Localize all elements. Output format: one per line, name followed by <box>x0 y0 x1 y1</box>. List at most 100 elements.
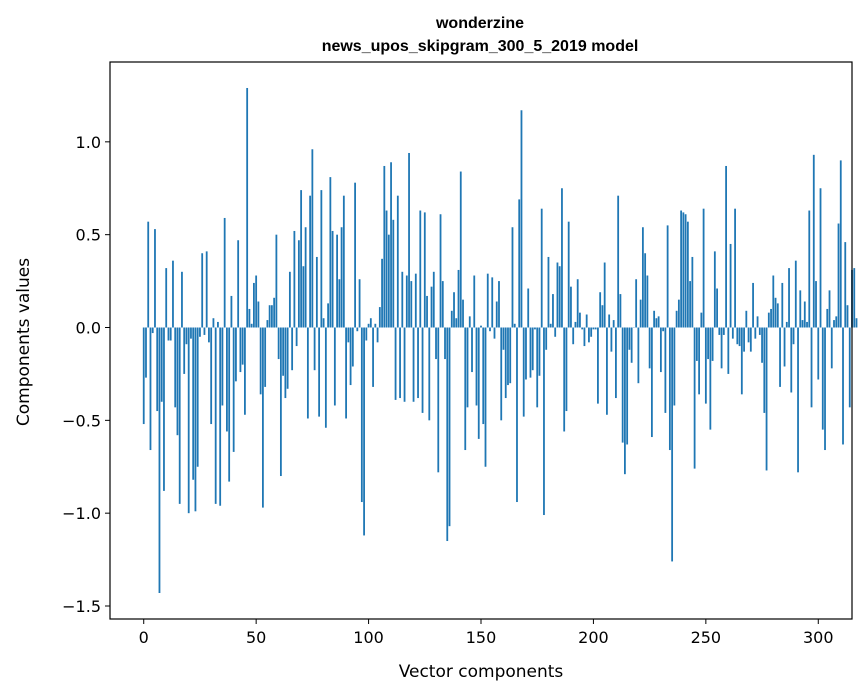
bar <box>702 208 705 328</box>
bar <box>846 305 849 328</box>
bar <box>428 327 431 421</box>
bar <box>396 195 399 328</box>
bar <box>223 217 226 328</box>
bar <box>351 327 354 367</box>
bar <box>507 327 509 386</box>
bar <box>693 327 696 469</box>
bar <box>473 275 476 328</box>
bar <box>149 327 152 451</box>
bar <box>381 258 383 328</box>
bar <box>695 327 698 361</box>
bar <box>187 327 190 514</box>
bar <box>650 327 653 438</box>
bar <box>522 327 525 417</box>
bar <box>169 327 172 341</box>
bar <box>747 327 750 343</box>
bar <box>354 182 356 328</box>
bar <box>606 327 608 415</box>
bar <box>727 327 730 374</box>
bar <box>230 295 233 328</box>
bar <box>673 327 676 406</box>
bar <box>554 327 557 337</box>
bar <box>664 327 667 413</box>
bar <box>327 303 329 328</box>
bar <box>210 327 213 425</box>
bar <box>583 327 586 347</box>
bar <box>174 327 177 408</box>
bar <box>567 221 570 328</box>
bar <box>767 312 770 328</box>
bar <box>711 327 714 361</box>
y-tick-label: 1.0 <box>76 133 101 152</box>
bar <box>217 321 219 328</box>
bar <box>525 327 527 380</box>
bar <box>347 327 350 343</box>
bar <box>704 327 707 404</box>
bar <box>253 282 255 328</box>
bar <box>738 327 741 347</box>
bar <box>493 327 496 339</box>
bar <box>471 327 473 373</box>
y-tick-label: −0.5 <box>62 411 101 430</box>
bar <box>491 277 494 328</box>
bar <box>154 229 156 328</box>
bar <box>475 327 478 406</box>
bar <box>178 327 181 504</box>
bar <box>713 251 716 328</box>
bar <box>340 227 343 328</box>
bars-group <box>142 87 858 593</box>
bar <box>259 327 262 395</box>
bar <box>810 327 813 408</box>
bar <box>599 292 602 328</box>
bar <box>783 327 786 367</box>
bar <box>367 323 370 328</box>
bar <box>356 327 359 332</box>
bar <box>513 323 516 328</box>
bar <box>450 310 453 328</box>
bar <box>248 308 251 328</box>
bar <box>163 327 165 491</box>
bar <box>244 327 246 415</box>
bar <box>194 327 197 512</box>
bar <box>531 327 534 371</box>
bar <box>228 327 231 482</box>
bar <box>291 327 294 371</box>
bar <box>718 327 721 335</box>
bar <box>345 327 347 419</box>
bar <box>644 253 647 328</box>
bar <box>444 327 446 360</box>
bar <box>839 160 842 328</box>
x-ticks: 0 50 100 150 200 250 300 <box>139 619 834 647</box>
bar <box>619 294 622 328</box>
bar <box>255 275 258 328</box>
bar <box>536 327 539 408</box>
y-ticks: −1.5 −1.0 −0.5 0.0 0.5 1.0 <box>62 133 110 616</box>
bar <box>342 195 345 328</box>
bar <box>792 327 795 345</box>
bar <box>430 286 433 328</box>
bar <box>803 301 806 328</box>
bar <box>731 327 734 339</box>
bar <box>446 327 449 542</box>
bar <box>414 273 417 328</box>
bar <box>408 152 410 328</box>
bar <box>419 210 422 328</box>
bar <box>309 195 312 328</box>
bar <box>677 299 680 328</box>
bar <box>794 260 797 328</box>
bar <box>208 327 210 343</box>
bar <box>167 327 170 341</box>
bar <box>403 327 406 402</box>
bar <box>277 327 280 360</box>
bar <box>482 327 485 425</box>
bar <box>659 327 662 373</box>
bar <box>585 314 588 328</box>
bar <box>774 297 777 328</box>
bar <box>547 256 550 328</box>
bar <box>761 327 763 363</box>
bar <box>720 327 723 369</box>
bar <box>655 318 658 328</box>
bar <box>572 327 575 345</box>
bar <box>147 221 150 328</box>
bar <box>842 327 844 445</box>
